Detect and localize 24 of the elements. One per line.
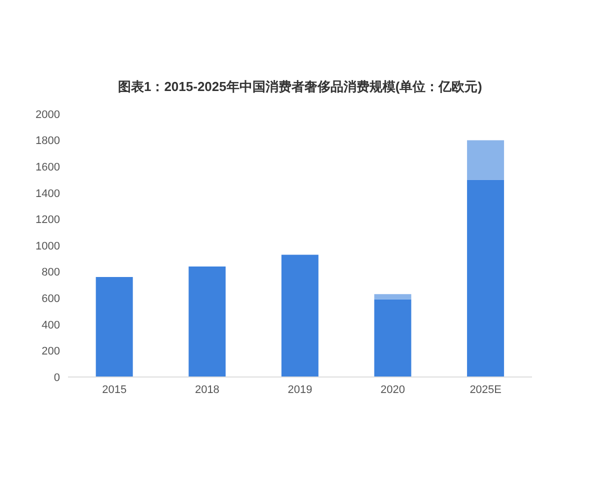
y-tick-label: 1200 [36,214,60,226]
bar [467,140,504,180]
x-tick-label: 2020 [380,384,406,396]
x-tick-label: 2019 [288,384,312,396]
x-tick-label: 2018 [194,384,220,396]
bar [188,266,226,377]
bar [96,277,133,377]
bar [467,180,504,377]
y-tick-label: 1400 [36,188,60,200]
x-tick-label: 2025E [470,384,502,396]
y-tick-label: 800 [42,266,60,279]
bar [374,294,412,300]
y-tick-label: 1600 [36,162,60,174]
y-tick-label: 200 [42,346,60,358]
y-tick-label: 600 [42,293,60,306]
y-tick-label: 1000 [36,240,60,252]
x-tick-label: 2015 [102,384,127,396]
y-tick-label: 400 [42,319,60,332]
y-tick-label: 1800 [36,135,60,148]
y-tick-label: 0 [54,372,60,384]
chart-title: 图表1：2015-2025年中国消费者奢侈品消费规模(单位：亿欧元) [116,78,484,96]
bar [281,254,318,377]
bar [374,299,412,377]
y-tick-label: 2000 [36,108,60,121]
